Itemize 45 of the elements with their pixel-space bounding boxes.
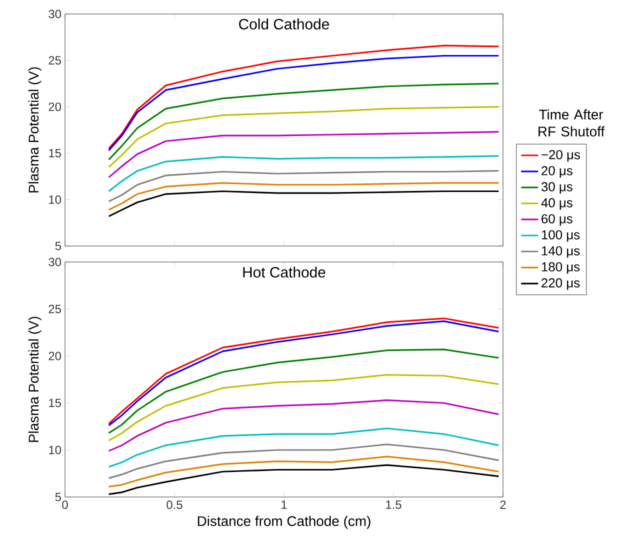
x-tick-label: 1 (282, 500, 287, 509)
legend-label: 60 μs (542, 214, 572, 226)
line-series (108, 82, 500, 160)
legend-title: Time After RF Shutoff (538, 109, 605, 136)
legend-label: 40 μs (541, 198, 572, 210)
line-series (108, 428, 500, 468)
line-series (108, 155, 500, 192)
legend-label: 100 μs (542, 230, 580, 242)
x-tick-label: 0 (62, 500, 68, 509)
y-tick-label: 15 (49, 149, 61, 158)
line-series (108, 399, 500, 452)
y-tick-label: 15 (49, 398, 61, 408)
y-tick-label: 20 (48, 102, 62, 112)
legend-label: −20 μs (542, 150, 580, 162)
chart-title: Cold Cathode (239, 18, 329, 30)
y-axis-title: Plasma Potential (V) (28, 67, 42, 192)
x-axis-title: Distance from Cathode (cm) (198, 516, 370, 529)
y-axis-title: Plasma Potential (V) (28, 316, 42, 442)
legend-label: 180 μs (542, 262, 580, 274)
x-tick-label: 0.5 (166, 500, 182, 509)
legend-label: 140 μs (542, 246, 580, 258)
legend-label: 20 μs (542, 166, 572, 178)
x-tick-label: 1.5 (386, 500, 402, 509)
line-series (108, 374, 500, 442)
chart-title: Hot Cathode (243, 266, 326, 278)
y-tick-label: 10 (49, 195, 62, 204)
line-series (108, 182, 500, 211)
y-tick-label: 10 (49, 446, 62, 454)
line-series (108, 464, 500, 495)
line-series (108, 444, 500, 479)
legend-label: 220 μs (542, 278, 580, 290)
line-series (108, 131, 500, 178)
y-tick-label: 25 (48, 304, 61, 314)
y-tick-label: 5 (55, 492, 61, 502)
line-series (108, 348, 500, 434)
legend-label: 30 μs (541, 182, 572, 194)
line-series (108, 456, 500, 488)
line-series (108, 170, 500, 202)
line-series (108, 190, 500, 218)
y-tick-label: 25 (48, 56, 61, 65)
x-tick-label: 2 (500, 500, 506, 509)
y-tick-label: 30 (48, 10, 62, 18)
y-tick-label: 20 (48, 352, 62, 360)
y-tick-label: 30 (48, 258, 62, 266)
y-tick-label: 5 (55, 242, 61, 250)
